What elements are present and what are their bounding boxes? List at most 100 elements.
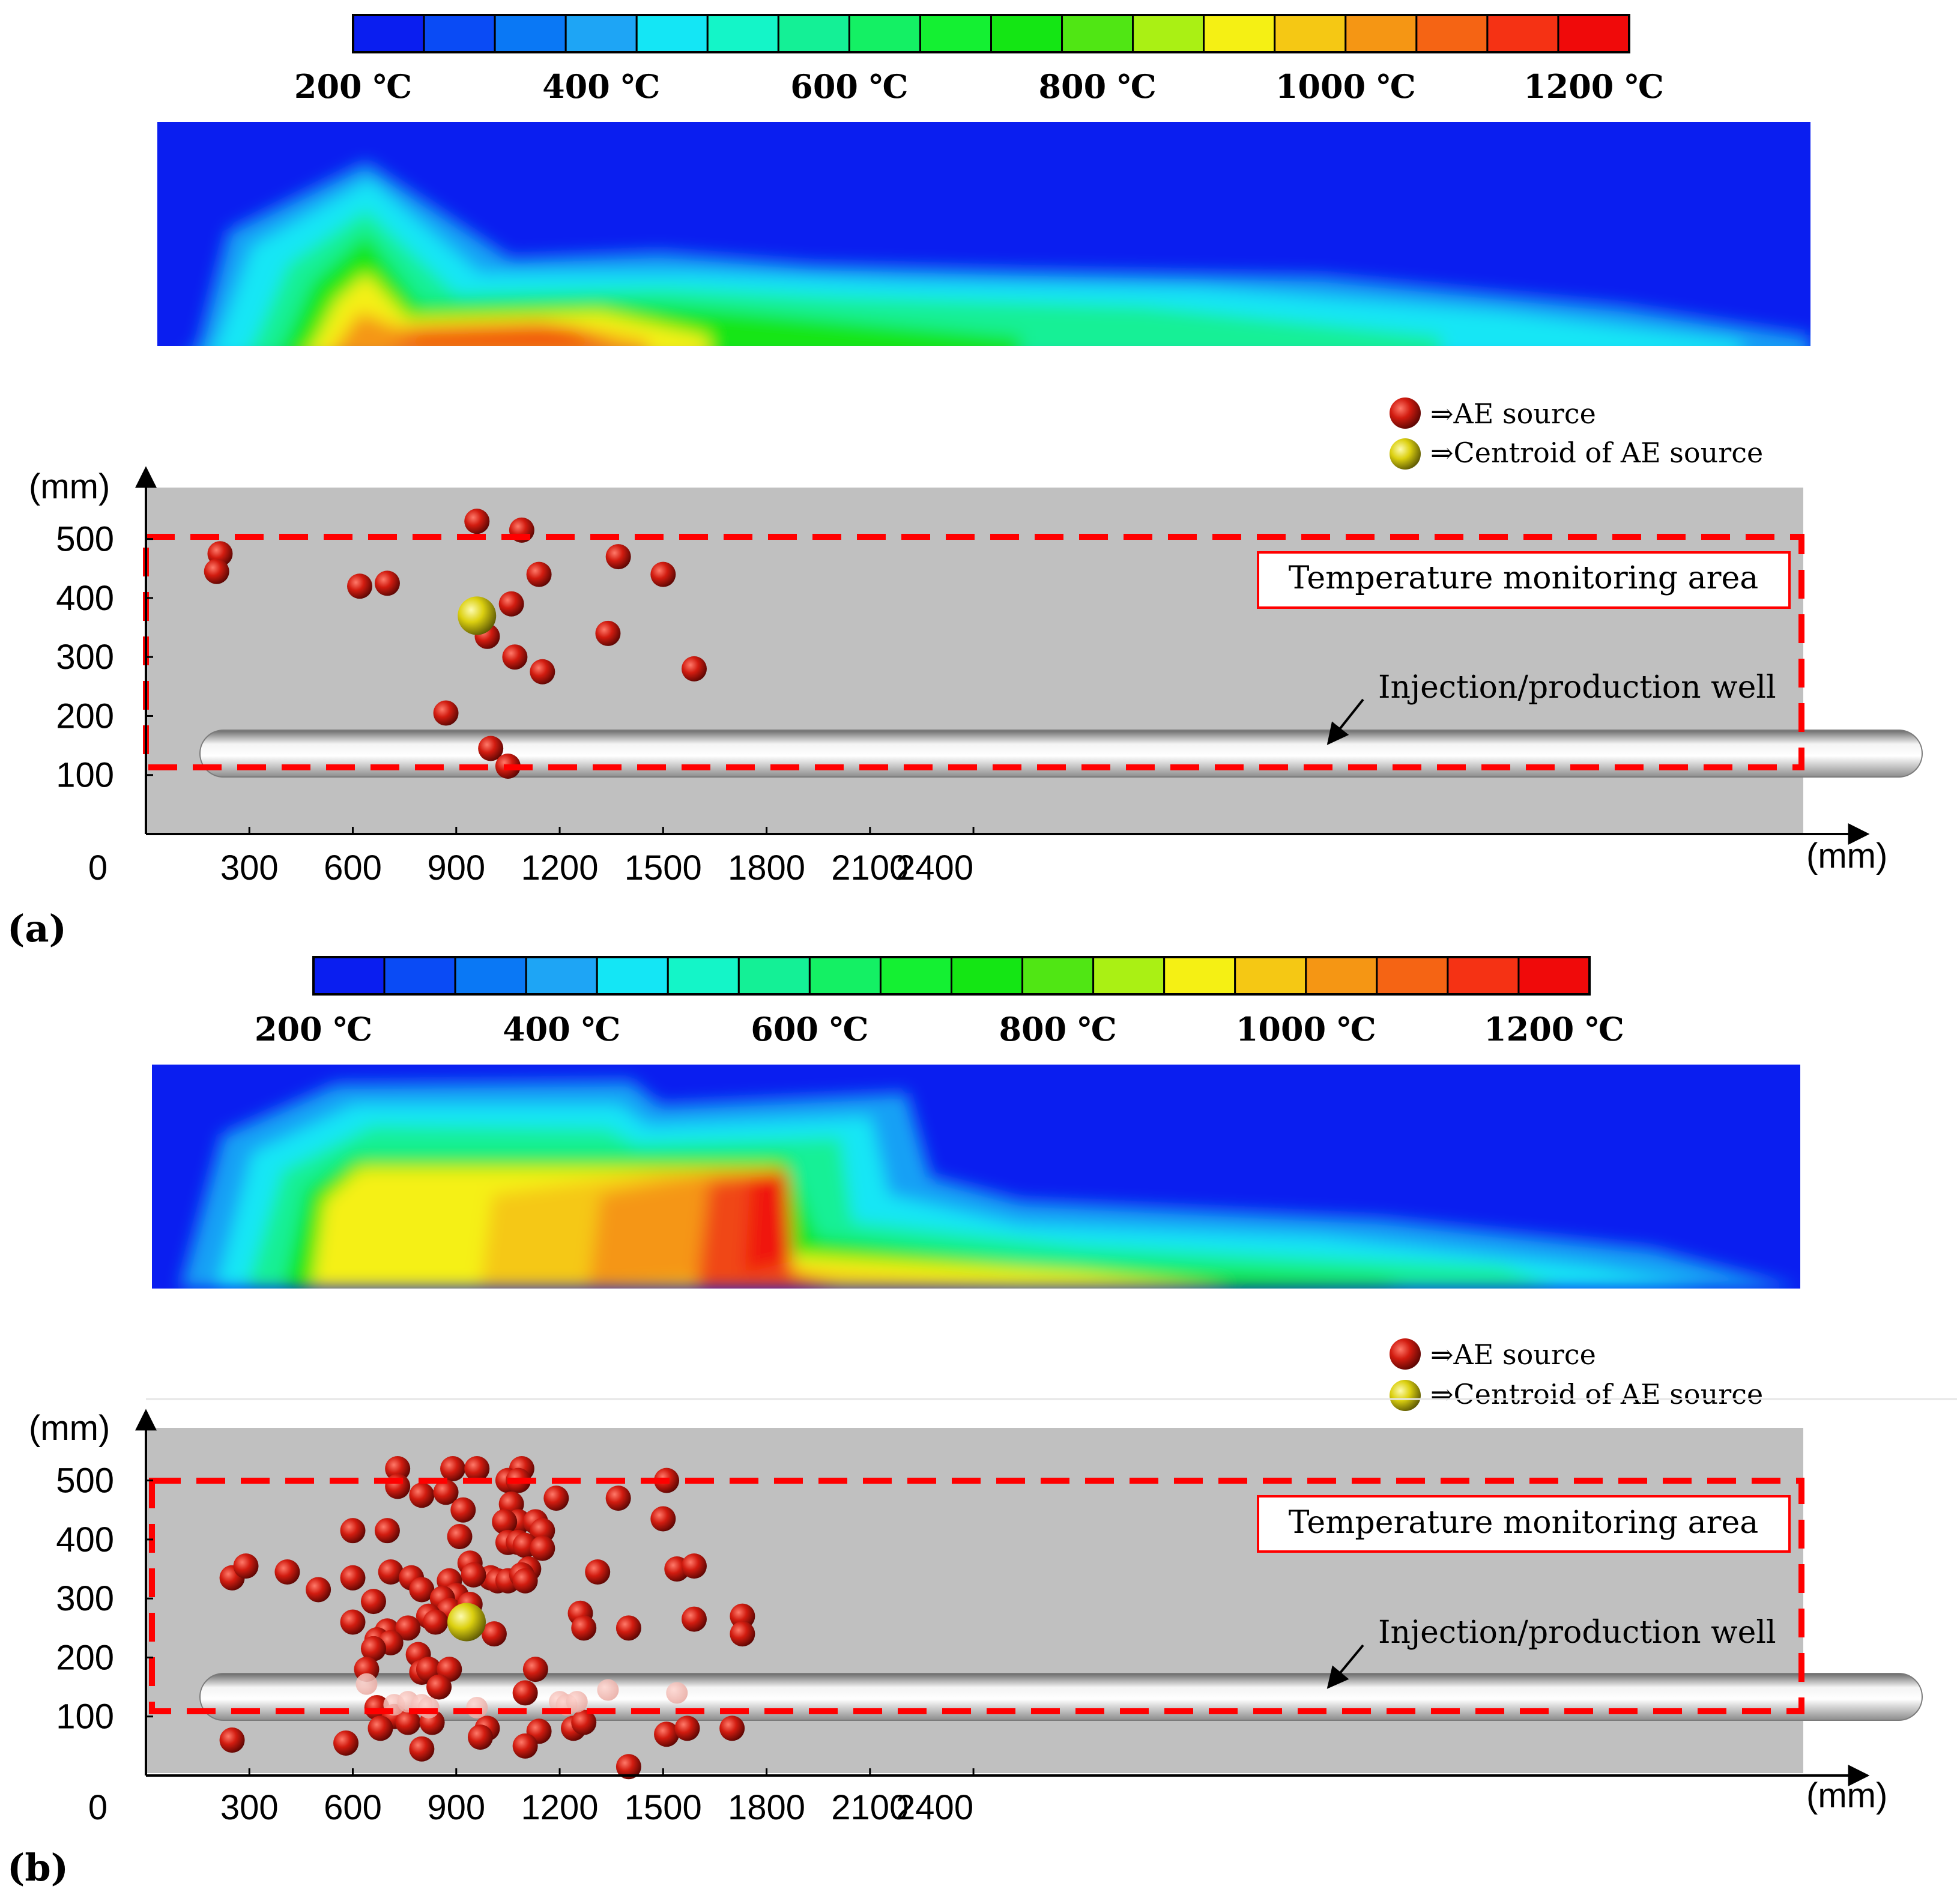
ae-source-point [461,1562,486,1588]
ae-source-point [447,1524,473,1550]
colorbar-frame [352,14,1630,53]
ae-source-point [360,1589,386,1615]
legend-ae-source-label: ⇒AE source [1430,397,1596,430]
colorbar-label: 800 ℃ [1038,67,1156,106]
ae-source-point [385,1473,411,1499]
ae-source-point [522,1657,548,1682]
x-tick-label: 900 [427,1788,485,1827]
monitoring-area-b [149,1478,1804,1714]
ae-source-point [409,1482,435,1508]
ae-source-point [654,1721,680,1747]
ae-source-point [492,1509,518,1535]
y-tick-label: 300 [56,638,114,677]
colorbar-swatch [1274,14,1347,53]
colorbar-swatch [1344,14,1418,53]
colorbar-swatch [1021,956,1095,996]
panel-a: 200 ℃ 400 ℃ 600 ℃ 800 ℃ 1000 ℃ 1200 ℃ ⇒AE sou… [7,14,1923,950]
colorbar-label: 600 ℃ [751,1010,868,1048]
colorbar-label: 200 ℃ [255,1010,372,1048]
svg-text:Temperature monitoring area: Temperature monitoring area [1289,1505,1759,1541]
ae-source-point [347,573,373,599]
ae-source-point-faint [417,1696,440,1718]
ae-source-point [423,1609,449,1635]
colorbar-swatch [525,956,598,996]
ae-points-b [219,1455,755,1780]
ae-source-point [409,1736,435,1762]
ae-source-point [385,1455,411,1481]
panel-label-a: (a) [7,907,67,950]
x-tick-label: 600 [324,1788,382,1827]
ae-source-point [616,1615,641,1641]
x-unit-label: (mm) [1806,836,1887,875]
x-tick-label: 900 [427,848,485,887]
ae-source-point [360,1636,386,1661]
well-arrow-b [1326,1644,1364,1689]
ae-source-point [650,561,676,587]
legend-b: ⇒AE source ⇒Centroid of AE source [1390,1338,1763,1411]
ae-source-point [378,1559,404,1585]
legend-centroid-marker [1390,1380,1421,1411]
colorbar-frame [312,956,1591,996]
x-tick-label: 1800 [728,1788,805,1827]
colorbar-swatch [808,956,882,996]
colorbar-b: 200 ℃ 400 ℃ 600 ℃ 800 ℃ 1000 ℃ 1200 ℃ [255,956,1624,1048]
ae-source-point [274,1559,300,1585]
colorbar-swatch [879,956,953,996]
ae-source-point [605,1485,631,1511]
legend-ae-source-label: ⇒AE source [1430,1338,1596,1371]
ae-source-point [467,1724,493,1750]
ae-source-point [616,1754,641,1780]
ae-source-point [681,1553,707,1579]
ae-source-point [374,570,400,596]
ae-source-point [512,1733,538,1759]
ae-source-point [571,1615,597,1641]
ae-source-point [374,1518,400,1544]
legend-ae-source-marker [1390,1338,1421,1370]
ae-source-point [219,1727,245,1753]
ae-source-point [426,1674,452,1700]
ae-source-point [543,1485,569,1511]
ae-source-point [730,1621,755,1647]
colorbar-a: 200 ℃ 400 ℃ 600 ℃ 800 ℃ 1000 ℃ 1200 ℃ [294,14,1664,106]
colorbar-swatch [1163,956,1236,996]
ae-source-point-faint [566,1691,588,1713]
ae-source-point-faint [355,1673,378,1695]
ae-source-point [333,1730,359,1756]
ae-source-point [530,1518,555,1544]
colorbar-swatch [737,956,811,996]
ae-source-point [571,1709,597,1735]
x-tick-label: 600 [324,848,382,887]
colorbar-swatch [1305,956,1378,996]
y-tick-label: 100 [56,1697,114,1736]
colorbar-swatch [564,14,638,53]
ae-source-point [674,1715,700,1741]
colorbar-swatch [1061,14,1134,53]
x-tick-label: 1500 [625,1788,702,1827]
svg-text:Temperature monitoring area: Temperature monitoring area [1289,560,1759,596]
x-tick-label: 1800 [728,848,805,887]
colorbar-swatch [383,956,456,996]
x-tick-label: 0 [88,1788,107,1827]
ae-source-point [719,1715,745,1741]
ae-source-point [409,1577,435,1603]
ae-source-point [340,1609,366,1635]
well-arrow-a [1326,698,1364,745]
y-tick-label: 500 [56,520,114,559]
ae-source-point [478,736,504,761]
well-label-b: Injection/production well [1378,1615,1776,1651]
colorbar-label: 1000 ℃ [1275,67,1416,106]
ae-source-point [481,1621,507,1647]
colorbar-swatch [423,14,496,53]
x-tick-label: 2400 [896,1788,973,1827]
x-tick-label: 1500 [625,848,702,887]
panel-b: 200 ℃ 400 ℃ 600 ℃ 800 ℃ 1000 ℃ 1200 ℃ ⇒AE sou… [7,956,1957,1890]
colorbar-swatch [1415,14,1489,53]
colorbar-swatch [1517,956,1591,996]
colorbar-swatch [1447,956,1520,996]
colorbar-label: 200 ℃ [294,67,412,106]
monitoring-area-label-a: Temperature monitoring area [1257,551,1791,609]
colorbar-label: 400 ℃ [542,67,660,106]
colorbar-swatch [635,14,709,53]
